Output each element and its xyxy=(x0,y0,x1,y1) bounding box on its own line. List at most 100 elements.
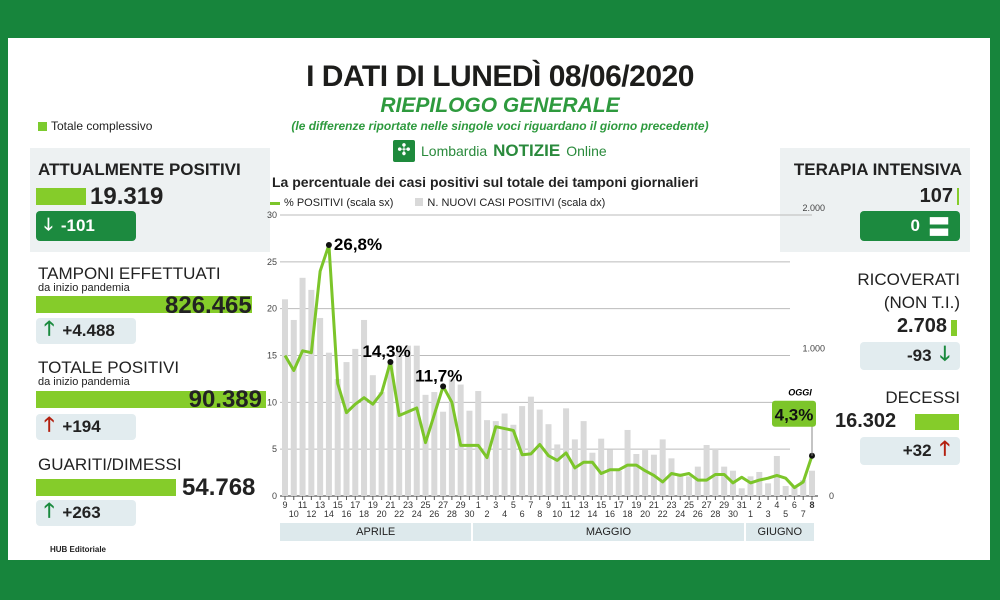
y-left-tick-label: 15 xyxy=(267,351,277,361)
x-tick-label: 1 xyxy=(748,509,753,519)
tamponi-sub: da inizio pandemia xyxy=(38,282,130,294)
x-tick-label: 7 xyxy=(801,509,806,519)
case-bar xyxy=(352,348,359,496)
logo-text-online: Online xyxy=(566,143,607,159)
x-tick-label: 11 xyxy=(561,500,570,510)
case-bar xyxy=(404,345,411,496)
logo-text-bold: NOTIZIE xyxy=(493,141,561,160)
annotation-label: 26,8% xyxy=(334,235,382,254)
x-tick-label: 10 xyxy=(289,509,299,519)
x-tick-label: 23 xyxy=(403,500,413,510)
terapia-value: 107 xyxy=(919,185,953,207)
x-tick-label: 9 xyxy=(546,500,551,510)
legend-label: N. NUOVI CASI POSITIVI (scala dx) xyxy=(427,197,606,209)
delta-value: -101 xyxy=(60,216,95,235)
case-bar xyxy=(378,392,385,496)
case-bar xyxy=(606,449,613,496)
x-tick-label: 5 xyxy=(783,509,788,519)
ricoverati-value: 2.708 xyxy=(896,315,947,337)
x-tick-label: 21 xyxy=(385,500,395,510)
case-bar xyxy=(756,471,763,496)
x-tick-label: 10 xyxy=(552,509,562,519)
totale-positivi-label: TOTALE POSITIVI xyxy=(38,358,180,377)
x-tick-label: 27 xyxy=(438,500,448,510)
arrow-up-icon: 🡑 xyxy=(44,318,55,340)
x-tick-label: 22 xyxy=(394,509,404,519)
decessi-label: DECESSI xyxy=(885,388,960,407)
case-bar xyxy=(721,466,728,496)
x-tick-label: 18 xyxy=(623,509,633,519)
x-tick-label: 16 xyxy=(341,509,351,519)
case-bar xyxy=(677,473,684,496)
x-tick-label: 23 xyxy=(666,500,676,510)
oggi-badge xyxy=(772,400,816,427)
case-bar xyxy=(308,289,315,496)
legend-swatch xyxy=(38,121,47,131)
x-tick-label: 19 xyxy=(631,500,641,510)
arrow-up-icon: 🡑 xyxy=(44,414,55,436)
arrow-down-icon: 🡓 xyxy=(939,343,950,365)
x-tick-label: 2 xyxy=(485,509,490,519)
case-bar xyxy=(466,410,473,496)
x-tick-label: 13 xyxy=(579,500,589,510)
case-bar xyxy=(440,411,447,496)
case-bar xyxy=(554,444,561,496)
totale-positivi-bar xyxy=(36,391,266,408)
equal-icon: 〓 xyxy=(927,215,950,240)
x-tick-label: 4 xyxy=(502,509,507,519)
case-bar xyxy=(282,299,288,496)
y-right-tick-label: 1.000 xyxy=(802,344,825,354)
x-tick-label: 12 xyxy=(570,509,580,519)
legend-totale: Totale complessivo xyxy=(38,119,152,133)
case-bar xyxy=(413,345,420,496)
oggi-label: OGGI xyxy=(788,388,812,398)
case-bar xyxy=(431,392,438,496)
x-tick-label: 22 xyxy=(658,509,668,519)
totale-positivi-delta: 🡑 +194 xyxy=(36,414,136,440)
x-tick-label: 26 xyxy=(429,509,439,519)
x-tick-label: 24 xyxy=(675,509,685,519)
x-tick-label: 3 xyxy=(766,509,771,519)
legend-totale-label: Totale complessivo xyxy=(51,119,153,133)
case-bar xyxy=(343,362,350,496)
case-bar xyxy=(536,409,543,496)
case-bar xyxy=(598,438,605,496)
month-label: APRILE xyxy=(280,523,472,541)
x-tick-label: 30 xyxy=(464,509,474,519)
case-bar xyxy=(290,319,297,496)
attualmente-positivi-value: 19.319 xyxy=(90,183,164,210)
x-tick-label: 12 xyxy=(306,509,316,519)
credit: HUB Editoriale xyxy=(50,545,107,554)
case-bar xyxy=(659,439,666,496)
arrow-up-icon: 🡑 xyxy=(939,438,950,460)
case-bar xyxy=(624,429,631,496)
legend-item-percent: % POSITIVI (scala sx) xyxy=(270,197,393,209)
chart-legend: % POSITIVI (scala sx) N. NUOVI CASI POSI… xyxy=(270,197,605,209)
x-tick-label: 29 xyxy=(456,500,466,510)
x-tick-label: 26 xyxy=(693,509,703,519)
tamponi-bar xyxy=(36,296,252,313)
x-tick-label: 11 xyxy=(298,500,307,510)
guariti-label: GUARITI/DIMESSI xyxy=(38,455,182,474)
delta-value: +194 xyxy=(62,417,101,436)
x-tick-label: 6 xyxy=(520,509,525,519)
case-bar xyxy=(686,476,693,496)
case-bar xyxy=(501,413,508,496)
decessi-delta: +32 🡑 xyxy=(860,437,960,465)
chart-title: La percentuale dei casi positivi sul tot… xyxy=(272,174,699,190)
legend-bar-swatch xyxy=(415,198,424,206)
attualmente-positivi-label: ATTUALMENTE POSITIVI xyxy=(38,160,241,179)
x-tick-label: 1 xyxy=(476,500,481,510)
legend-item-cases: N. NUOVI CASI POSITIVI (scala dx) xyxy=(415,197,605,209)
percent-line xyxy=(283,243,814,490)
tamponi-value: 826.465 xyxy=(165,292,252,319)
case-bar xyxy=(369,375,376,496)
case-bar xyxy=(633,453,640,496)
x-tick-label: 13 xyxy=(315,500,325,510)
x-tick-label: 30 xyxy=(728,509,738,519)
tamponi-delta: 🡑 +4.488 xyxy=(36,318,136,344)
page-note: (le differenze riportate nelle singole v… xyxy=(291,119,709,133)
x-tick-label: 5 xyxy=(511,500,516,510)
totale-positivi-sub: da inizio pandemia xyxy=(38,376,130,388)
case-bar xyxy=(712,449,719,496)
